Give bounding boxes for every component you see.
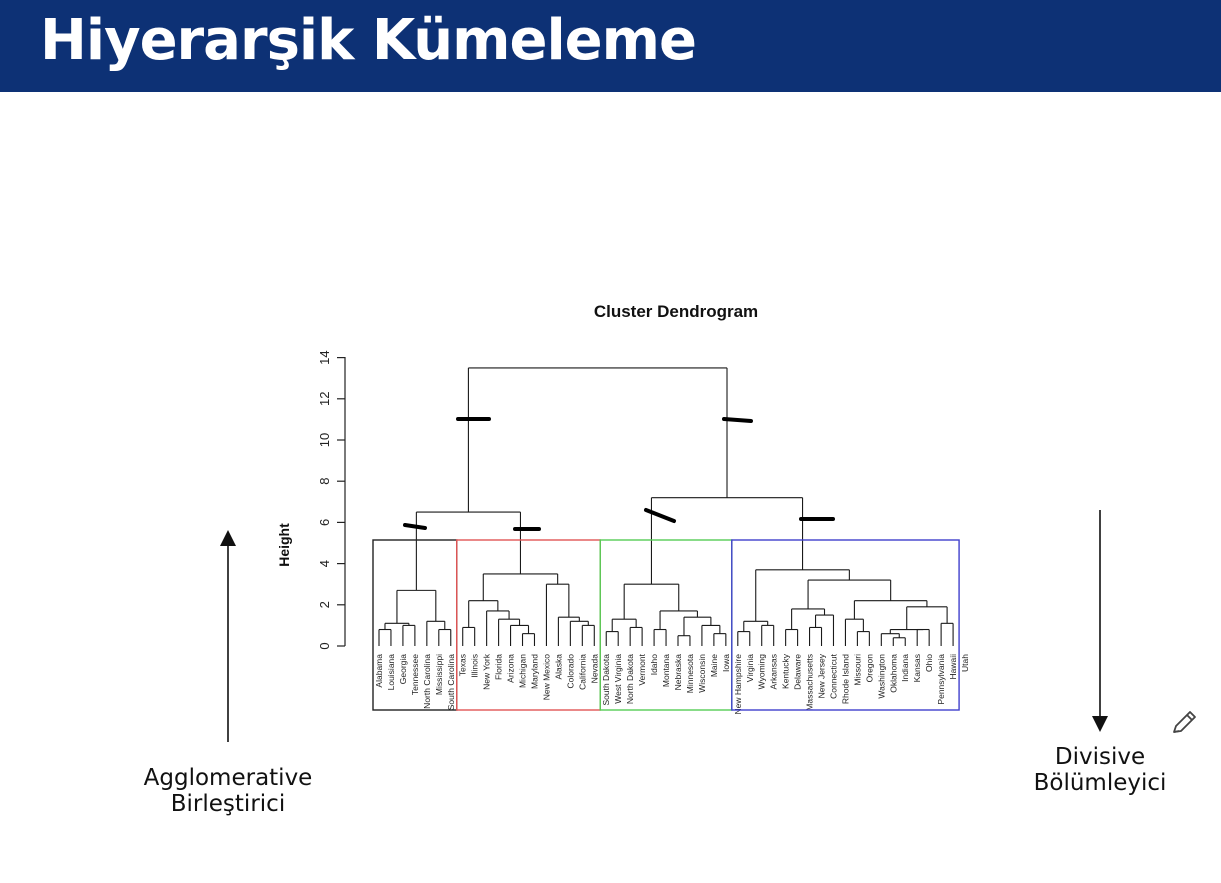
leaf-label: Massachusetts [805, 654, 815, 711]
leaf-label: Louisiana [386, 654, 396, 691]
leaf-label: Florida [494, 654, 504, 680]
divisive-label: Divisive Bölümleyici [1010, 744, 1190, 796]
leaf-label: Montana [661, 654, 671, 687]
title-bar: Hiyerarşik Kümeleme [0, 0, 1221, 92]
y-tick-label: 8 [317, 478, 332, 485]
leaf-label: Georgia [398, 654, 408, 685]
leaf-label: Missouri [852, 654, 862, 686]
leaf-label: Nebraska [673, 654, 683, 691]
leaf-label: Alabama [374, 654, 384, 688]
y-tick-label: 10 [317, 433, 332, 447]
leaf-label: Colorado [565, 654, 575, 689]
slide-title: Hiyerarşik Kümeleme [40, 8, 697, 73]
y-axis-label: Height [276, 523, 292, 567]
cut-mark [403, 523, 427, 530]
leaf-labels: Alabama Louisiana Georgia Tennessee North Ca… [374, 653, 970, 714]
leaf-label: Idaho [649, 654, 659, 676]
agglomerative-text: Agglomerative [143, 765, 313, 791]
y-tick-label: 12 [317, 392, 332, 406]
leaf-label: Maryland [529, 654, 539, 689]
leaf-label: South Carolina [446, 654, 456, 711]
cluster-box [731, 539, 960, 711]
leaf-label: West Virginia [613, 654, 623, 704]
leaf-label: Iowa [721, 654, 731, 672]
leaf-label: Kentucky [781, 653, 791, 689]
y-tick-label: 14 [317, 350, 332, 364]
leaf-label: California [577, 654, 587, 690]
leaf-label: Virginia [745, 654, 755, 682]
leaf-label: Tennessee [410, 654, 420, 695]
dendrogram-tree [378, 367, 954, 646]
leaf-label: New Mexico [541, 654, 551, 701]
leaf-label: Texas [458, 654, 468, 676]
leaf-label: Arkansas [769, 654, 779, 689]
bolumleyici-text: Bölümleyici [1033, 770, 1167, 796]
leaf-label: Delaware [793, 654, 803, 690]
leaf-label: Maine [709, 654, 719, 677]
leaf-label: Utah [960, 654, 970, 672]
leaf-label: Wisconsin [697, 654, 707, 693]
cut-marks [403, 417, 835, 531]
leaf-label: Illinois [470, 654, 480, 678]
leaf-label: Connecticut [828, 653, 838, 699]
pencil-icon[interactable] [1168, 708, 1200, 744]
leaf-label: Indiana [900, 654, 910, 682]
leaf-label: Minnesota [685, 654, 695, 693]
agglomerative-label: Agglomerative Birleştirici [118, 765, 338, 817]
leaf-label: Oklahoma [888, 654, 898, 693]
divisive-text: Divisive [1054, 744, 1146, 770]
cut-mark [644, 508, 676, 523]
birlestirici-text: Birleştirici [170, 791, 286, 817]
leaf-label: Michigan [518, 654, 528, 688]
leaf-label: Alaska [553, 654, 563, 680]
y-tick-label: 6 [317, 519, 332, 526]
leaf-label: New Hampshire [733, 654, 743, 715]
leaf-label: South Dakota [601, 654, 611, 706]
leaf-label: Ohio [924, 654, 934, 672]
chart-title: Cluster Dendrogram [594, 302, 758, 321]
cluster-boxes [372, 539, 960, 711]
leaf-label: New Jersey [817, 653, 827, 698]
leaf-label: New York [482, 653, 492, 690]
leaf-label: Mississippi [434, 654, 444, 695]
cut-mark [722, 417, 753, 423]
leaf-label: Hawaii [948, 654, 958, 680]
leaf-label: North Dakota [625, 654, 635, 704]
y-axis: 0 2 4 6 8 10 12 14 [317, 350, 346, 650]
leaf-label: Washington [876, 654, 886, 699]
leaf-label: Vermont [637, 653, 647, 685]
leaf-label: Oregon [864, 654, 874, 683]
y-tick-label: 0 [317, 642, 332, 649]
leaf-label: North Carolina [422, 654, 432, 709]
leaf-label: Pennsylvania [936, 654, 946, 705]
y-tick-label: 4 [317, 560, 332, 567]
leaf-label: Kansas [912, 654, 922, 682]
leaf-label: Rhode Island [840, 654, 850, 704]
leaf-label: Wyoming [757, 654, 767, 690]
leaf-label: Nevada [589, 654, 599, 684]
leaf-label: Arizona [506, 654, 516, 683]
y-tick-label: 2 [317, 601, 332, 608]
